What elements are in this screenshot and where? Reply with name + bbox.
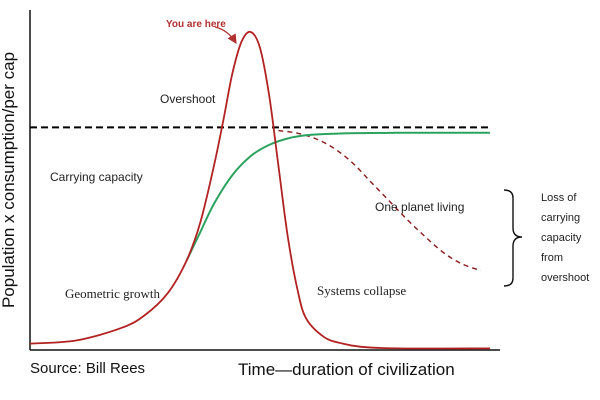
carrying-capacity-label: Carrying capacity xyxy=(50,170,143,184)
overshoot-label: Overshoot xyxy=(160,92,216,106)
systems-collapse-label: Systems collapse xyxy=(317,283,406,298)
you-are-here-label: You are here xyxy=(166,19,226,30)
series-layer xyxy=(29,30,491,350)
loss-line: capacity xyxy=(541,232,582,244)
one-planet-living-label: One planet living xyxy=(375,200,464,214)
series-overshoot-line xyxy=(29,30,491,350)
loss-brace xyxy=(503,189,523,287)
series-loss-of-carrying-capacity-from-overshoot-line xyxy=(278,129,482,272)
loss-of-capacity-label: Loss of carrying capacity from overshoot xyxy=(541,192,589,284)
you-are-here-arrow xyxy=(214,26,237,45)
loss-line: overshoot xyxy=(541,272,589,284)
loss-line: carrying xyxy=(541,212,580,224)
source-label: Source: Bill Rees xyxy=(30,360,145,377)
loss-line: from xyxy=(541,252,563,264)
x-axis-label: Time—duration of civilization xyxy=(238,360,455,379)
loss-line: Loss of xyxy=(541,192,577,204)
geometric-growth-label: Geometric growth xyxy=(65,286,160,301)
y-axis-label: Population x consumption/per cap xyxy=(0,52,18,308)
series-one-planet-living-line xyxy=(185,131,490,262)
